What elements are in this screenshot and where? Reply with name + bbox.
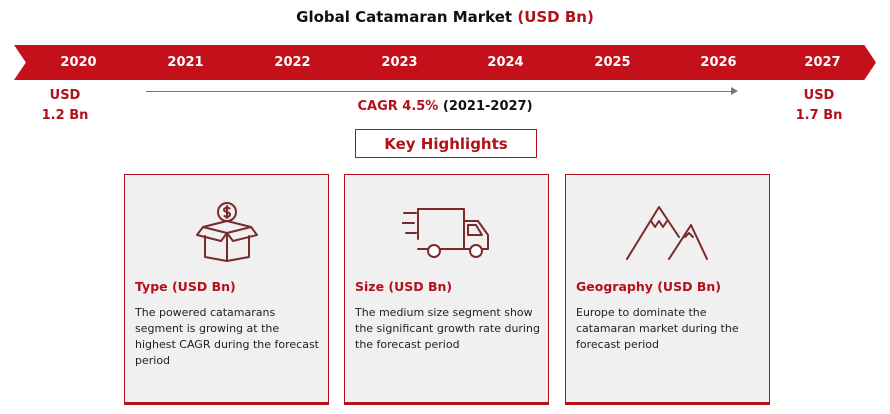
arrow-head-icon	[731, 87, 738, 95]
highlight-card-geography: Geography (USD Bn) Europe to dominate th…	[565, 174, 770, 405]
money-box-icon	[195, 202, 258, 262]
start-value: USD 1.2 Bn	[30, 86, 100, 126]
year-chevron-2022: 2022	[226, 45, 349, 80]
page-title: Global Catamaran Market (USD Bn)	[0, 8, 890, 26]
year-timeline: 2020 2021 2022 2023 2024 2025 2026 2027	[14, 45, 876, 80]
end-value-line1: USD	[803, 88, 835, 103]
start-value-line1: USD	[49, 88, 81, 103]
title-unit: (USD Bn)	[517, 8, 594, 26]
card-description: The medium size segment show the signifi…	[355, 306, 540, 351]
year-chevron-2023: 2023	[333, 45, 456, 80]
card-title: Geography (USD Bn)	[576, 279, 721, 294]
start-value-line2: 1.2 Bn	[41, 108, 89, 123]
end-value: USD 1.7 Bn	[784, 86, 854, 126]
key-highlights-heading: Key Highlights	[355, 129, 537, 158]
year-chevron-2024: 2024	[439, 45, 562, 80]
mountain-icon	[625, 206, 708, 260]
highlight-card-size: Size (USD Bn) The medium size segment sh…	[344, 174, 549, 405]
year-chevron-2025: 2025	[546, 45, 669, 80]
cagr-text: CAGR 4.5% (2021-2027)	[0, 99, 890, 114]
title-main: Global Catamaran Market	[296, 8, 513, 26]
end-value-line2: 1.7 Bn	[795, 108, 843, 123]
cagr-arrow-line	[146, 91, 732, 92]
year-chevron-2027: 2027	[759, 45, 876, 80]
card-description: The powered catamarans segment is growin…	[135, 306, 319, 367]
highlight-card-type: Type (USD Bn) The powered catamarans seg…	[124, 174, 329, 405]
cagr-period: (2021-2027)	[442, 99, 533, 114]
card-title: Size (USD Bn)	[355, 279, 453, 294]
truck-icon	[401, 208, 489, 258]
year-chevron-2020: 2020	[14, 45, 133, 80]
year-chevron-2021: 2021	[119, 45, 242, 80]
card-title: Type (USD Bn)	[135, 279, 236, 294]
year-chevron-2026: 2026	[652, 45, 775, 80]
card-description: Europe to dominate the catamaran market …	[576, 306, 739, 351]
cagr-label: CAGR 4.5%	[357, 99, 439, 114]
